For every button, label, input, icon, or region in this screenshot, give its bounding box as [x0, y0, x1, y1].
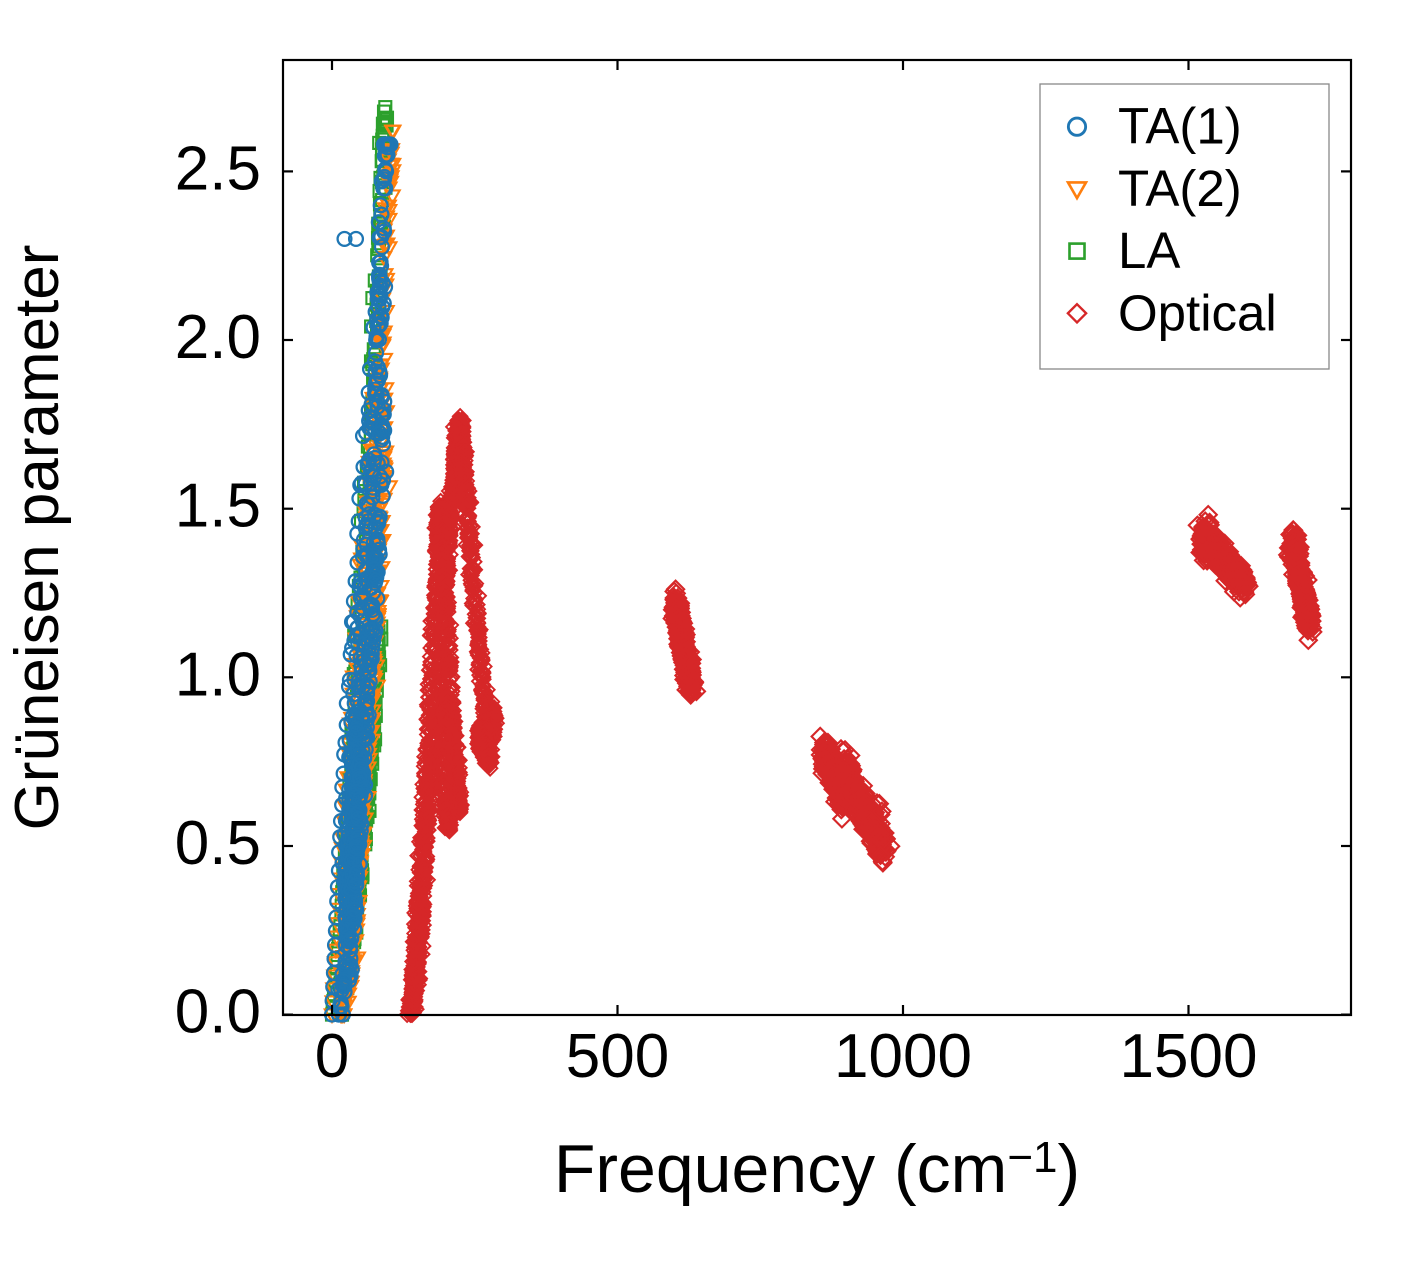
- svg-text:TA(1): TA(1): [1118, 98, 1242, 155]
- svg-text:1.0: 1.0: [175, 640, 261, 709]
- svg-text:TA(2): TA(2): [1118, 160, 1242, 217]
- svg-text:0.0: 0.0: [175, 978, 261, 1047]
- svg-text:1500: 1500: [1120, 1022, 1258, 1091]
- svg-text:500: 500: [566, 1022, 669, 1091]
- svg-text:1.5: 1.5: [175, 472, 261, 541]
- svg-text:Grüneisen parameter: Grüneisen parameter: [3, 245, 72, 831]
- svg-text:1000: 1000: [834, 1022, 972, 1091]
- svg-text:0.5: 0.5: [175, 809, 261, 878]
- svg-text:0: 0: [315, 1022, 349, 1091]
- svg-text:LA: LA: [1118, 222, 1180, 279]
- svg-text:2.0: 2.0: [175, 303, 261, 372]
- svg-text:Optical: Optical: [1118, 284, 1277, 341]
- svg-text:2.5: 2.5: [175, 134, 261, 203]
- svg-text:Frequency (cm−1): Frequency (cm−1): [554, 1131, 1080, 1207]
